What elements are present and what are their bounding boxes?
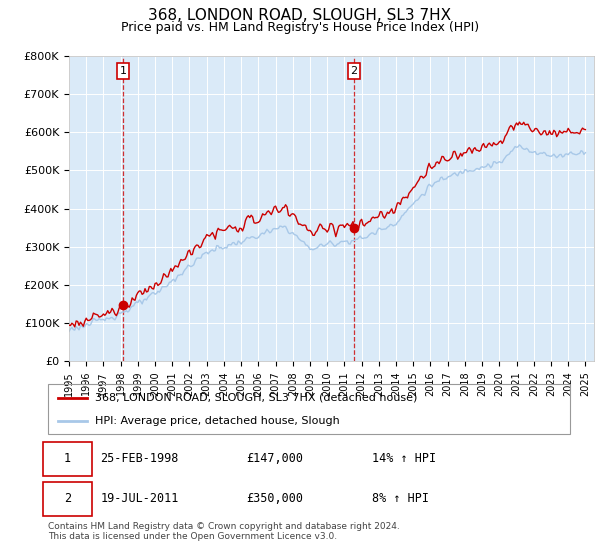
FancyBboxPatch shape bbox=[43, 482, 92, 516]
Text: 14% ↑ HPI: 14% ↑ HPI bbox=[371, 452, 436, 465]
Text: 368, LONDON ROAD, SLOUGH, SL3 7HX (detached house): 368, LONDON ROAD, SLOUGH, SL3 7HX (detac… bbox=[95, 393, 418, 403]
Text: 2: 2 bbox=[64, 492, 71, 505]
Text: 25-FEB-1998: 25-FEB-1998 bbox=[100, 452, 179, 465]
Text: 19-JUL-2011: 19-JUL-2011 bbox=[100, 492, 179, 505]
Text: 368, LONDON ROAD, SLOUGH, SL3 7HX: 368, LONDON ROAD, SLOUGH, SL3 7HX bbox=[148, 8, 452, 24]
FancyBboxPatch shape bbox=[43, 442, 92, 477]
Text: 2: 2 bbox=[350, 66, 358, 76]
Text: £147,000: £147,000 bbox=[247, 452, 304, 465]
Text: 1: 1 bbox=[64, 452, 71, 465]
Text: Contains HM Land Registry data © Crown copyright and database right 2024.
This d: Contains HM Land Registry data © Crown c… bbox=[48, 522, 400, 542]
Text: £350,000: £350,000 bbox=[247, 492, 304, 505]
Text: Price paid vs. HM Land Registry's House Price Index (HPI): Price paid vs. HM Land Registry's House … bbox=[121, 21, 479, 34]
Text: 1: 1 bbox=[120, 66, 127, 76]
Text: 8% ↑ HPI: 8% ↑ HPI bbox=[371, 492, 428, 505]
Text: HPI: Average price, detached house, Slough: HPI: Average price, detached house, Slou… bbox=[95, 417, 340, 426]
